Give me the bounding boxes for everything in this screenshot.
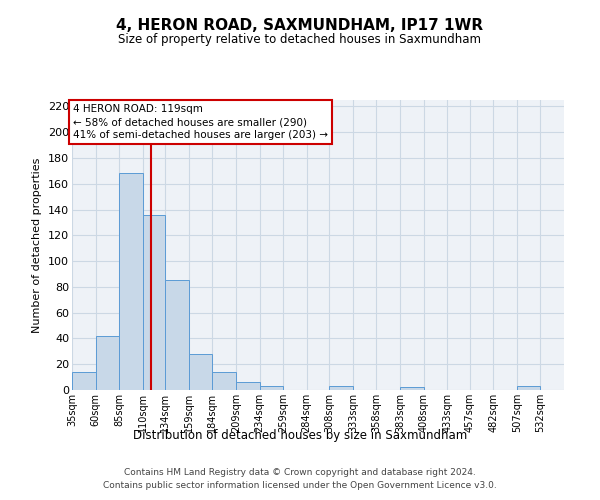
Bar: [143, 214, 166, 390]
Bar: [119, 174, 143, 390]
Bar: [212, 372, 236, 390]
Bar: [95, 336, 119, 390]
Text: Contains HM Land Registry data © Crown copyright and database right 2024.: Contains HM Land Registry data © Crown c…: [124, 468, 476, 477]
Bar: [189, 354, 212, 390]
Bar: [236, 382, 260, 390]
Bar: [517, 386, 541, 390]
Text: 4 HERON ROAD: 119sqm
← 58% of detached houses are smaller (290)
41% of semi-deta: 4 HERON ROAD: 119sqm ← 58% of detached h…: [73, 104, 328, 141]
Bar: [260, 386, 283, 390]
Y-axis label: Number of detached properties: Number of detached properties: [32, 158, 43, 332]
Text: Size of property relative to detached houses in Saxmundham: Size of property relative to detached ho…: [119, 32, 482, 46]
Bar: [400, 388, 424, 390]
Bar: [72, 372, 95, 390]
Text: Contains public sector information licensed under the Open Government Licence v3: Contains public sector information licen…: [103, 482, 497, 490]
Text: 4, HERON ROAD, SAXMUNDHAM, IP17 1WR: 4, HERON ROAD, SAXMUNDHAM, IP17 1WR: [116, 18, 484, 32]
Text: Distribution of detached houses by size in Saxmundham: Distribution of detached houses by size …: [133, 428, 467, 442]
Bar: [329, 386, 353, 390]
Bar: [166, 280, 189, 390]
